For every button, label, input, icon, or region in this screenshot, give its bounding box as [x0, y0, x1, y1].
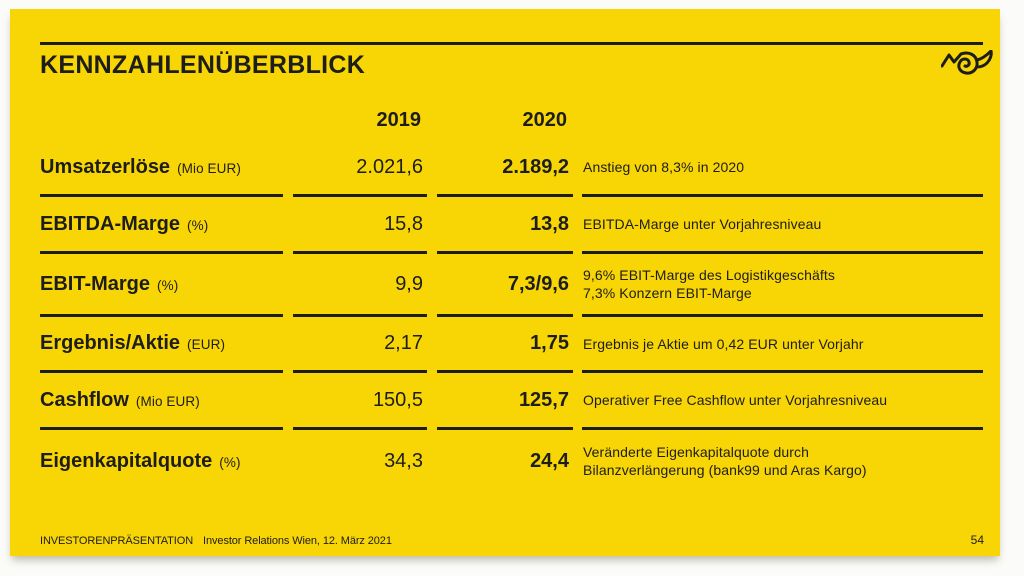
page-title: KENNZAHLENÜBERBLICK: [40, 51, 366, 79]
title-rule: [40, 42, 983, 45]
note-ebitda-marge: EBITDA-Marge unter Vorjahresniveau: [582, 197, 983, 254]
row-label-umsatzerloese: Umsatzerlöse (Mio EUR): [40, 140, 283, 197]
value-2020-ebitda-marge: 13,8: [437, 197, 573, 254]
metric-unit: (%): [157, 277, 179, 293]
metric-label: EBIT-Marge: [40, 272, 151, 295]
footer-presentation-label: INVESTORENPRÄSENTATION: [40, 535, 194, 547]
post-horn-logo-icon: [940, 49, 993, 80]
note-ebit-marge: 9,6% EBIT-Marge des Logistikgeschäfts 7,…: [582, 254, 983, 317]
column-header-2020: 2020: [522, 108, 568, 131]
metric-label: EBITDA-Marge: [40, 212, 181, 235]
metric-unit: (%): [187, 217, 209, 233]
value-2020-ebit-marge: 7,3/9,6: [437, 254, 573, 317]
metric-label: Eigenkapitalquote: [40, 449, 213, 472]
row-label-eigenkapitalquote: Eigenkapitalquote (%): [40, 430, 283, 492]
value-2019-eigenkapitalquote: 34,3: [384, 449, 423, 472]
footer: INVESTORENPRÄSENTATION Investor Relation…: [40, 535, 392, 547]
note-ergebnis-aktie: Ergebnis je Aktie um 0,42 EUR unter Vorj…: [582, 317, 983, 373]
footer-detail-label: Investor Relations Wien, 12. März 2021: [203, 535, 392, 547]
row-label-ergebnis-aktie: Ergebnis/Aktie (EUR): [40, 317, 283, 373]
slide: KENNZAHLENÜBERBLICK 2019 2020 Umsatzerlö…: [10, 9, 1000, 556]
column-header-2019: 2019: [376, 108, 422, 131]
metric-label: Ergebnis/Aktie: [40, 332, 181, 354]
value-2020-cashflow: 125,7: [437, 373, 573, 430]
note-umsatzerloese: Anstieg von 8,3% in 2020: [582, 140, 983, 197]
metric-label: Cashflow: [40, 388, 129, 411]
note-cashflow: Operativer Free Cashflow unter Vorjahres…: [582, 373, 983, 430]
kpi-table: 2019 2020 Umsatzerlöse (Mio EUR) 2.021,6 …: [40, 100, 983, 492]
note-eigenkapitalquote: Veränderte Eigenkapitalquote durch Bilan…: [583, 444, 867, 478]
value-2019-umsatzerloese: 2.021,6: [293, 140, 427, 197]
row-label-ebit-marge: EBIT-Marge (%): [40, 254, 283, 317]
value-2020-umsatzerloese: 2.189,2: [437, 140, 573, 197]
metric-unit: (Mio EUR): [177, 160, 241, 176]
metric-unit: (EUR): [187, 337, 226, 352]
header-note-spacer: [582, 100, 983, 140]
value-2020-ergebnis-aktie: 1,75: [437, 317, 573, 373]
metric-unit: (Mio EUR): [135, 393, 200, 409]
page-number: 54: [970, 533, 984, 547]
metric-label: Umsatzerlöse: [40, 155, 171, 178]
header-spacer: [40, 100, 283, 140]
value-2019-ergebnis-aktie: 2,17: [293, 317, 427, 373]
value-2019-ebit-marge: 9,9: [293, 254, 427, 317]
metric-unit: (%): [219, 454, 241, 470]
value-2019-cashflow: 150,5: [293, 373, 427, 430]
row-label-ebitda-marge: EBITDA-Marge (%): [40, 197, 283, 254]
value-2020-eigenkapitalquote: 24,4: [530, 449, 569, 472]
value-2019-ebitda-marge: 15,8: [293, 197, 427, 254]
row-label-cashflow: Cashflow (Mio EUR): [40, 373, 283, 430]
